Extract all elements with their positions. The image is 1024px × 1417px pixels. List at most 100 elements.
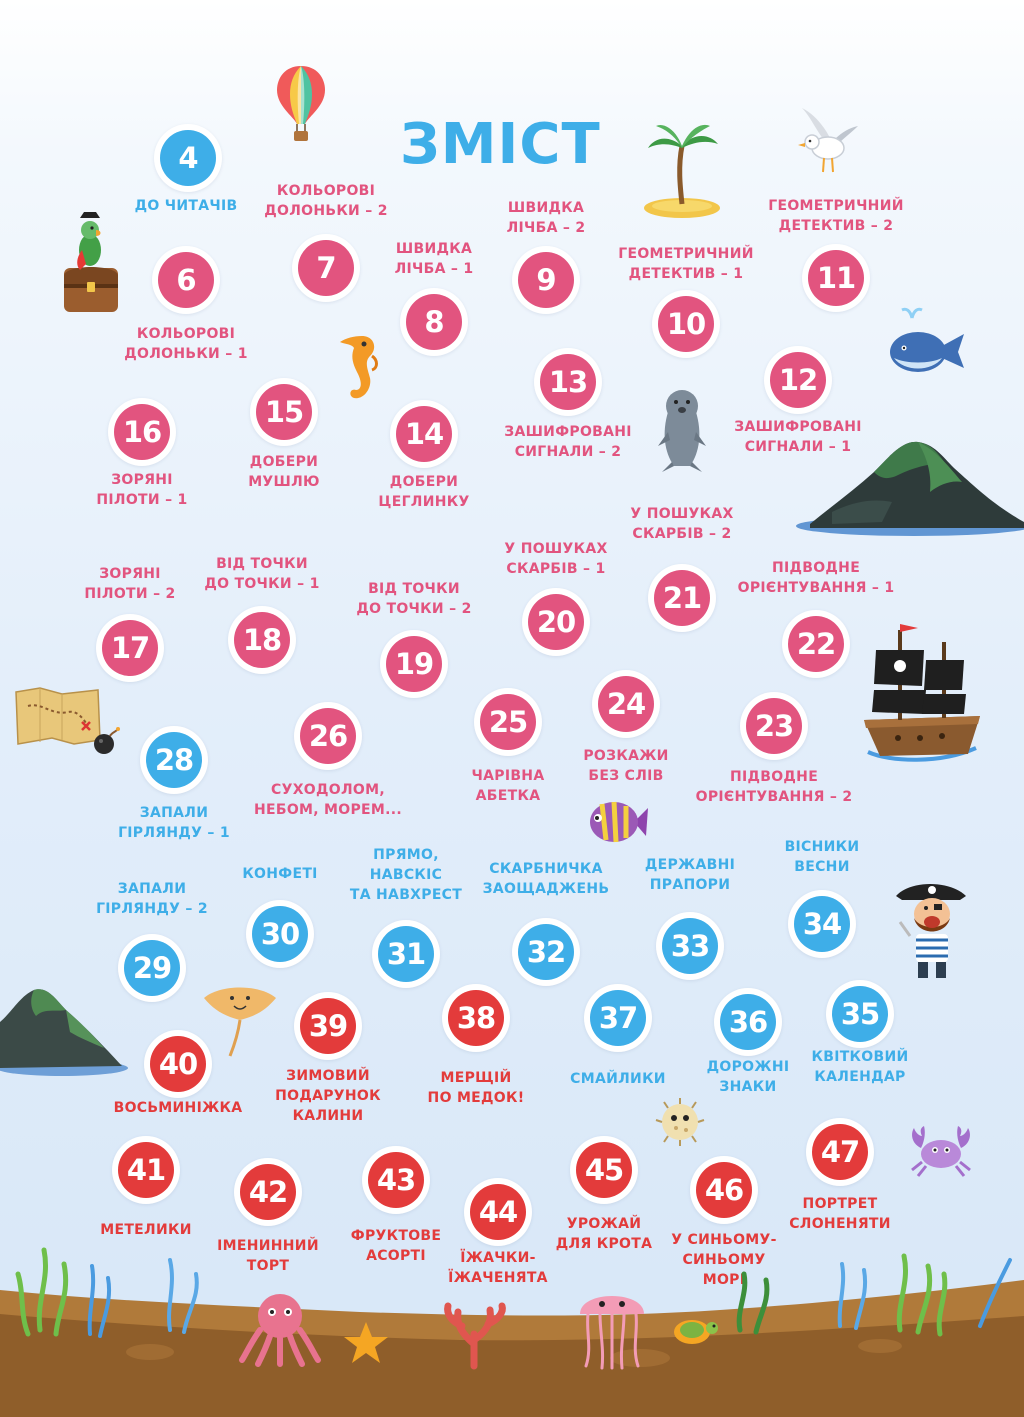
entry-title: ДОБЕРИ ЦЕГЛИНКУ: [378, 474, 470, 510]
page-number: 32: [526, 934, 566, 969]
entry-title: ГЕОМЕТРИЧНИЙ ДЕТЕКТИВ – 1: [618, 246, 754, 282]
entry-title: СКАРБНИЧКА ЗАОЩАДЖЕНЬ: [482, 861, 610, 897]
page-number: 29: [132, 950, 172, 985]
entry-title: ВІСНИКИ ВЕСНИ: [784, 839, 860, 875]
page-number: 10: [666, 306, 706, 341]
entry-title: ВОСЬМИНІЖКА: [113, 1100, 243, 1116]
entry-title: СМАЙЛИКИ: [570, 1071, 666, 1087]
page-number: 20: [536, 604, 576, 639]
entry-title: ВІД ТОЧКИ ДО ТОЧКИ – 1: [204, 556, 320, 592]
seal-illustration: [654, 382, 710, 474]
page-number-badge: 45: [570, 1136, 638, 1204]
seahorse-illustration: [334, 328, 382, 408]
entry-title: У ПОШУКАХ СКАРБІВ – 1: [504, 541, 608, 577]
page-number-badge: 39: [294, 992, 362, 1060]
page-number: 17: [110, 630, 150, 665]
page-number: 11: [816, 260, 856, 295]
page-number: 7: [316, 250, 336, 285]
entry-title: МЕРЩІЙ ПО МЕДОК!: [427, 1070, 525, 1106]
page-number-badge: 33: [656, 912, 724, 980]
page-number-badge: 19: [380, 630, 448, 698]
page-number-badge: 38: [442, 984, 510, 1052]
entry-title: У СИНЬОМУ- СИНЬОМУ МОРІ: [671, 1232, 777, 1288]
page-number-badge: 29: [118, 934, 186, 1002]
page-number-badge: 24: [592, 670, 660, 738]
turtle-illustration: [666, 1310, 718, 1350]
page-number: 19: [394, 646, 434, 681]
page-number-badge: 7: [292, 234, 360, 302]
pufferfish-illustration: [652, 1096, 708, 1146]
entry-title: МЕТЕЛИКИ: [100, 1222, 192, 1238]
page-number: 26: [308, 718, 348, 753]
entry-title: ПІДВОДНЕ ОРІЄНТУВАННЯ – 2: [695, 769, 853, 805]
entry-title: ДЕРЖАВНІ ПРАПОРИ: [644, 857, 736, 893]
island-mountain-illustration: [792, 432, 1024, 536]
entry-title: КОНФЕТІ: [242, 866, 318, 882]
page-number-badge: 34: [788, 890, 856, 958]
page-number: 46: [704, 1172, 744, 1207]
page-number-badge: 46: [690, 1156, 758, 1224]
page-number: 13: [548, 364, 588, 399]
entry-title: ПРЯМО, НАВСКІС ТА НАВХРЕСТ: [349, 847, 463, 903]
page-number-badge: 41: [112, 1136, 180, 1204]
entry-title: ДО ЧИТАЧІВ: [134, 198, 238, 214]
page-number: 45: [584, 1152, 624, 1187]
page-number: 16: [122, 414, 162, 449]
starfish-illustration: [342, 1320, 390, 1366]
entry-title: ГЕОМЕТРИЧНИЙ ДЕТЕКТИВ – 2: [768, 198, 904, 234]
page-number: 47: [820, 1134, 860, 1169]
page-number: 31: [386, 936, 426, 971]
page-number-badge: 25: [474, 688, 542, 756]
page-number-badge: 12: [764, 346, 832, 414]
page-number-badge: 16: [108, 398, 176, 466]
entry-title: ЗОРЯНІ ПІЛОТИ – 1: [96, 472, 188, 508]
entry-title: ЗОРЯНІ ПІЛОТИ – 2: [84, 566, 176, 602]
page-number: 14: [404, 416, 444, 451]
page-number: 38: [456, 1000, 496, 1035]
crab-illustration: [906, 1122, 976, 1178]
entry-title: КОЛЬОРОВІ ДОЛОНЬКИ – 2: [264, 183, 388, 219]
page-number: 21: [662, 580, 702, 615]
page-number-badge: 13: [534, 348, 602, 416]
page-number-badge: 6: [152, 246, 220, 314]
page-number-badge: 9: [512, 246, 580, 314]
page-number: 37: [598, 1000, 638, 1035]
page-number-badge: 31: [372, 920, 440, 988]
page-number-badge: 37: [584, 984, 652, 1052]
page-number: 8: [424, 304, 444, 339]
entry-title: ДОБЕРИ МУШЛЮ: [248, 454, 320, 490]
entry-title: ЗАШИФРОВАНІ СИГНАЛИ – 2: [504, 424, 632, 460]
entry-title: У ПОШУКАХ СКАРБІВ – 2: [630, 506, 734, 542]
page-number-badge: 11: [802, 244, 870, 312]
page-number: 15: [264, 394, 304, 429]
page-number: 24: [606, 686, 646, 721]
page-number-badge: 28: [140, 726, 208, 794]
entry-title: ВІД ТОЧКИ ДО ТОЧКИ – 2: [356, 581, 472, 617]
page-number: 34: [802, 906, 842, 941]
page-number-badge: 32: [512, 918, 580, 986]
octopus-illustration: [239, 1290, 321, 1367]
entry-title: ЗАШИФРОВАНІ СИГНАЛИ – 1: [734, 419, 862, 455]
page-number-badge: 10: [652, 290, 720, 358]
page-number: 18: [242, 622, 282, 657]
entry-title: КОЛЬОРОВІ ДОЛОНЬКИ – 1: [124, 326, 248, 362]
page-title: ЗМІСТ: [400, 112, 601, 177]
page-number: 42: [248, 1174, 288, 1209]
page-number-badge: 47: [806, 1118, 874, 1186]
entry-title: ШВИДКА ЛІЧБА – 2: [506, 200, 586, 236]
page-number-badge: 15: [250, 378, 318, 446]
entry-title: ЗАПАЛИ ГІРЛЯНДУ – 2: [96, 881, 208, 917]
page-number-badge: 35: [826, 980, 894, 1048]
page-number: 4: [178, 140, 198, 175]
page-number: 23: [754, 708, 794, 743]
page-number: 35: [840, 996, 880, 1031]
entry-title: ПОРТРЕТ СЛОНЕНЯТИ: [789, 1196, 891, 1232]
entry-title: СУХОДОЛОМ, НЕБОМ, МОРЕМ...: [253, 782, 403, 818]
page-number: 36: [728, 1004, 768, 1039]
page-number-badge: 36: [714, 988, 782, 1056]
page-number: 28: [154, 742, 194, 777]
pirate-illustration: [890, 876, 972, 980]
rock-island-illustration: [0, 982, 130, 1078]
page-number: 40: [158, 1046, 198, 1081]
entry-title: ЗИМОВИЙ ПОДАРУНОК КАЛИНИ: [275, 1068, 381, 1124]
